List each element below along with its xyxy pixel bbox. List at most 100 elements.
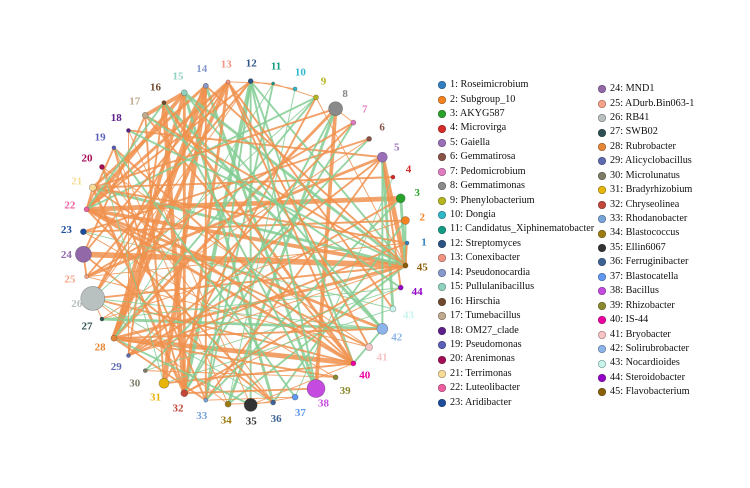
graph-node-label: 25 [64,274,76,286]
graph-node-label: 22 [64,199,76,211]
graph-edge [85,207,355,365]
graph-node-label: 16 [150,82,162,94]
graph-node-label: 18 [111,112,123,124]
graph-node-label: 44 [412,286,424,298]
graph-edge [112,146,186,395]
graph-edge [113,82,274,339]
graph-node [99,316,105,322]
graph-node-label: 20 [81,152,93,164]
graph-node-label: 43 [403,309,415,321]
graph-node [161,100,167,106]
graph-node-label: 4 [406,164,412,176]
graph-node [224,400,232,408]
graph-edge [85,121,355,278]
graph-edge [112,79,230,341]
graph-node-label: 13 [221,59,233,71]
graph-edge [85,186,94,211]
graph-node-label: 28 [95,342,107,354]
graph-edge [294,176,394,398]
graph-node [247,78,254,84]
graph-edge [112,337,337,379]
graph-node [350,119,357,126]
graph-edge [227,80,394,310]
graph-edge [250,80,296,90]
graph-node [376,323,389,335]
graph-node-label: 1 [421,237,427,249]
graph-edge [91,264,407,300]
graph-edge [249,80,407,267]
graph-node [328,101,343,116]
graph-node [292,86,298,92]
graph-node [75,246,92,263]
graph-node [83,206,90,213]
graph-edge [91,80,230,300]
graph-node [142,368,148,373]
graph-edge [272,219,407,404]
graph-edge [127,265,406,357]
graph-node [225,79,231,85]
graph-edge [144,370,337,378]
graph-edge [82,80,230,256]
graph-edge [91,84,208,190]
graph-edge [381,156,402,289]
graph-node [389,305,397,313]
graph-node [181,89,188,97]
graph-node [141,112,149,119]
graph-node [291,393,299,401]
graph-node-label: 26 [71,298,83,310]
graph-node-label: 10 [295,66,307,78]
graph-node-label: 27 [81,321,93,333]
graph-node [350,360,357,367]
graph-node-label: 5 [394,142,400,154]
graph-node-label: 40 [359,370,371,382]
graph-node [402,262,409,269]
graph-edge [204,84,407,267]
graph-node-label: 17 [129,95,141,107]
graph-node-label: 36 [271,413,283,425]
graph-node-label: 35 [246,415,258,427]
graph-node-label: 21 [71,175,82,187]
graph-node-label: 41 [377,352,388,364]
graph-edge [112,337,207,402]
graph-node-label: 33 [196,410,208,422]
graph-node-label: 8 [342,88,348,100]
graph-edge [111,335,356,366]
graph-edge [91,107,337,189]
graph-edge [315,96,406,267]
graph-node-label: 15 [172,71,184,83]
graph-node-label: 11 [271,60,281,72]
graph-edge [112,96,317,340]
graph-edge [82,231,337,378]
graph-node [88,183,97,192]
graph-edge [85,101,165,211]
graph-edge [101,138,370,320]
graph-node-label: 32 [172,402,184,414]
graph-node-label: 24 [61,249,73,261]
graph-edge [112,107,338,340]
graph-node [271,81,275,86]
graph-node [404,240,410,246]
graph-node [80,228,87,235]
graph-edge [127,121,355,357]
graph-edge [380,154,408,268]
graph-edge [163,362,355,385]
graph-edge [144,287,402,372]
graph-node-label: 31 [150,392,161,404]
graph-node-label: 45 [417,261,429,273]
graph-edge [183,287,402,394]
graph-node [80,286,106,311]
graph-node [366,136,372,142]
graph-node [365,343,373,351]
graph-edge [183,91,384,330]
graph-edge [113,147,229,405]
graph-node [306,379,326,398]
graph-node-label: 19 [95,131,107,143]
graph-node-label: 38 [318,397,330,409]
graph-node [111,145,117,151]
graph-edge [144,114,407,267]
graph-node [203,83,209,89]
graph-node-label: 42 [391,331,403,343]
graph-edge [127,129,407,267]
graph-node-label: 2 [420,212,426,224]
